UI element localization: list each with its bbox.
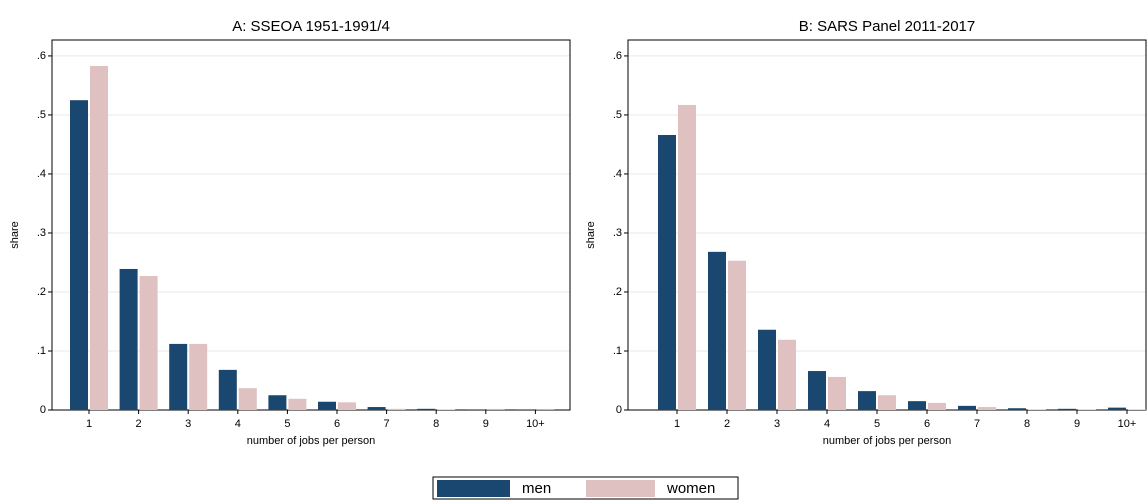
x-tick-label: 7 (384, 418, 390, 430)
bar (516, 409, 535, 410)
bar (1078, 409, 1096, 410)
y-tick-label: .5 (37, 109, 46, 121)
x-tick-label: 9 (1074, 418, 1080, 430)
bar (169, 343, 188, 410)
panel-title: B: SARS Panel 2011-2017 (799, 18, 976, 35)
bar (367, 407, 386, 410)
x-tick-label: 1 (674, 418, 680, 430)
bar (437, 409, 456, 410)
bar (318, 401, 336, 410)
y-tick-label: .3 (37, 227, 46, 239)
y-tick-label: .4 (613, 168, 622, 180)
y-tick-label: .1 (37, 345, 46, 357)
bar (119, 268, 138, 410)
bar (708, 251, 726, 410)
legend-swatch (437, 480, 510, 497)
y-tick-label: .4 (37, 168, 46, 180)
bar (1058, 408, 1076, 410)
bar (466, 409, 485, 410)
bar (1108, 407, 1126, 410)
bar (417, 408, 436, 410)
x-tick-label: 5 (874, 418, 880, 430)
bar (1008, 408, 1026, 410)
bar (678, 104, 696, 410)
bar (828, 376, 846, 410)
plot-frame (627, 39, 1147, 411)
y-axis-label: share (9, 221, 21, 249)
bar (338, 402, 356, 410)
bar (858, 391, 876, 410)
x-tick-label: 2 (724, 418, 730, 430)
bar (928, 402, 946, 410)
bar (808, 371, 826, 410)
x-tick-label: 6 (924, 418, 930, 430)
x-tick-label: 5 (284, 418, 290, 430)
bar (908, 401, 926, 410)
x-tick-label: 3 (185, 418, 191, 430)
y-tick-label: .6 (613, 50, 622, 62)
x-tick-label: 8 (1024, 418, 1030, 430)
x-tick-label: 9 (483, 418, 489, 430)
bar (1128, 409, 1146, 410)
bar (878, 395, 896, 410)
x-tick-label: 2 (136, 418, 142, 430)
y-axis-label: share (585, 221, 597, 249)
plot-frame (51, 39, 571, 411)
bar (1028, 409, 1046, 410)
bar (387, 408, 406, 410)
bar (978, 407, 996, 410)
x-tick-label: 1 (86, 418, 92, 430)
bar (658, 135, 676, 410)
x-tick-label: 7 (974, 418, 980, 430)
y-tick-label: .2 (613, 286, 622, 298)
legend-label: women (666, 480, 715, 497)
legend-swatch (586, 480, 655, 497)
x-tick-label: 8 (433, 418, 439, 430)
x-tick-label: 6 (334, 418, 340, 430)
y-tick-label: .1 (613, 345, 622, 357)
y-tick-label: 0 (616, 404, 622, 416)
y-tick-label: .3 (613, 227, 622, 239)
bar (238, 388, 257, 410)
y-tick-label: .2 (37, 286, 46, 298)
x-tick-label: 4 (824, 418, 830, 430)
y-tick-label: .5 (613, 109, 622, 121)
x-axis-label: number of jobs per person (247, 435, 375, 447)
bar (728, 260, 746, 410)
bar (218, 369, 237, 410)
bar (189, 343, 208, 410)
bar (288, 398, 307, 410)
x-tick-label: 10+ (526, 418, 545, 430)
x-tick-label: 4 (235, 418, 241, 430)
y-tick-label: .6 (37, 50, 46, 62)
bar (958, 405, 976, 410)
bar (90, 65, 108, 411)
legend-label: men (522, 480, 551, 497)
y-tick-label: 0 (40, 404, 46, 416)
bar (778, 339, 796, 410)
bar (268, 395, 287, 410)
bar (70, 100, 88, 410)
x-tick-label: 10+ (1118, 418, 1137, 430)
x-axis-label: number of jobs per person (823, 435, 951, 447)
panel-title: A: SSEOA 1951-1991/4 (232, 18, 390, 35)
x-tick-label: 3 (774, 418, 780, 430)
bar (758, 329, 776, 410)
bar (139, 276, 158, 410)
